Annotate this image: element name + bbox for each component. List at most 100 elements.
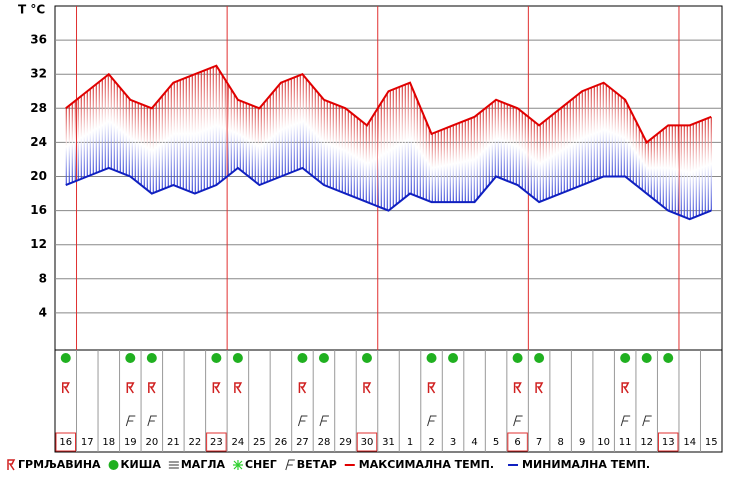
hatch-line [644,138,646,193]
hatch-line [605,84,607,177]
rain-icon [448,353,459,363]
hatch-line [464,120,466,203]
hatch-line [314,88,316,178]
hatch-line [356,117,358,199]
hatch-line [104,77,106,170]
thunder-icon [234,382,243,394]
hatch-line [248,104,250,177]
x-tick-label: 11 [619,437,632,448]
x-tick-label: 3 [450,437,456,448]
hatch-line [608,86,610,177]
hatch-line [341,106,343,193]
thunder-icon [212,382,221,394]
hatch-line [386,94,388,210]
hatch-line [311,85,313,176]
x-tick-label: 22 [188,437,201,448]
x-tick-label: 28 [318,437,331,448]
hatch-line [344,108,346,194]
hatch-line [473,117,475,203]
hatch-line [674,125,676,214]
hatch-line [482,110,484,193]
hatch-line [662,129,664,207]
thunder-icon [126,382,135,394]
hatch-line [701,120,703,215]
hatch-line [461,121,463,203]
wind-icon [319,415,329,427]
x-tick-label: 4 [471,437,477,448]
hatch-line [170,85,172,187]
hatch-line [89,89,91,176]
hatch-line [512,106,514,184]
hatch-line [275,88,277,179]
hatch-line [578,93,580,187]
hatch-line [320,95,322,183]
hatch-line [239,100,241,170]
hatch-line [95,84,97,174]
hatch-line [587,89,589,183]
hatch-line [287,80,289,174]
wind-icon [620,415,631,427]
hatch-line [404,84,406,198]
hatch-line [224,78,226,179]
hatch-line [563,105,565,193]
hatch-line [101,79,103,171]
hatch-line [371,117,373,204]
hatch-line [206,69,208,189]
hatch-line [143,105,145,188]
hatch-line [338,105,340,191]
snow-icon [232,460,243,470]
plot-frame [54,5,723,453]
hatch-line [68,105,70,184]
hatch-line [536,123,538,201]
hatch-line [77,98,79,181]
hatch-line [692,124,694,218]
hatch-line [575,96,577,188]
hatch-line [242,101,244,172]
rain-icon [663,353,674,363]
hatch-line [437,131,439,203]
x-tick-label: 14 [683,437,696,448]
rain-icon [232,353,243,363]
hatch-line [305,78,307,171]
y-tick-label: 28 [30,101,47,115]
hatch-line [611,89,613,177]
highlight-box [507,432,528,452]
y-tick-label: 24 [30,135,47,149]
hatch-line [617,93,619,177]
hatch-line [71,103,73,183]
hatch-line [281,82,283,177]
hatch-line [362,122,364,201]
hatch-line [671,125,673,213]
hatch-line [707,118,709,212]
rain-icon [211,353,222,363]
hatch-line [359,119,361,200]
rain-icon [60,353,71,363]
hatch-line [455,124,457,203]
hatch-line [176,81,178,187]
hatch-line [521,111,523,189]
hatch-line [557,110,559,195]
hatch-line [572,98,574,189]
hatch-line [269,95,271,181]
hatch-line [308,81,310,173]
highlight-box [356,432,378,452]
hatch-line [107,75,109,169]
hatch-line [125,94,127,175]
legend-label: ВЕТАР [297,458,337,471]
x-tick-label: 10 [597,437,610,448]
hatch-line [179,80,181,188]
hatch-line [515,107,517,185]
thunder-icon [62,382,70,394]
hatch-line [296,76,298,171]
x-tick-label: 7 [536,437,542,448]
hatch-line [203,70,205,191]
wind-icon [427,415,437,427]
hatch-line [266,99,268,183]
hatch-line [299,75,301,170]
x-tick-label: 15 [705,437,718,448]
wind-icon [285,459,295,471]
x-tick-label: 18 [102,437,115,448]
hatch-line [167,89,169,188]
rain-icon [108,460,119,470]
hatch-line [194,74,196,194]
